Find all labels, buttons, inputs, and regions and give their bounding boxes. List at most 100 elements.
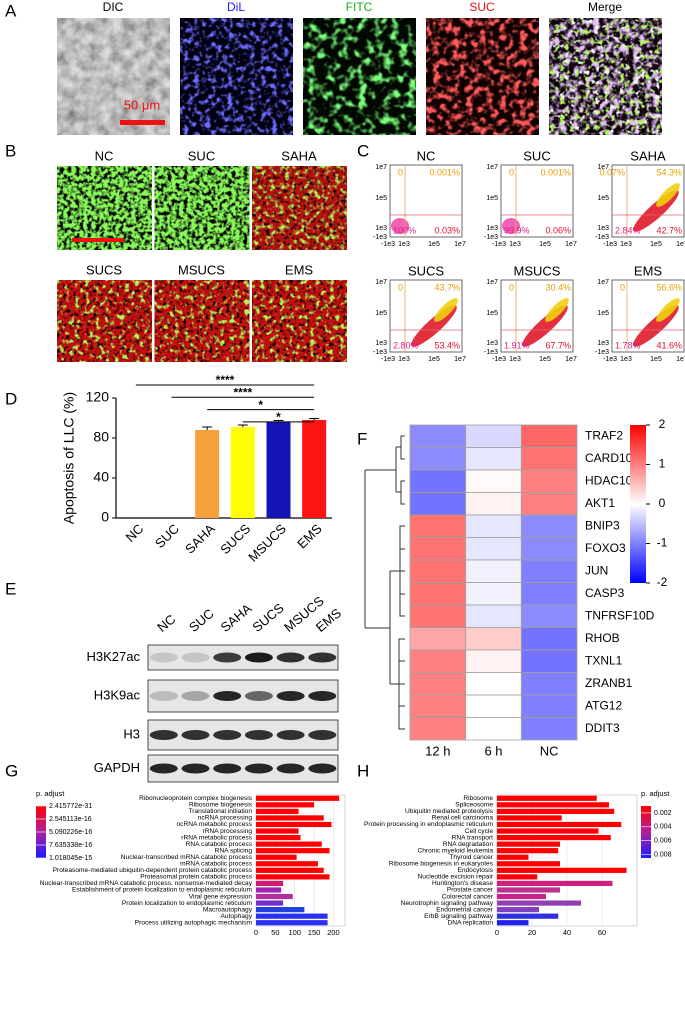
image-title: SUC (469, 0, 495, 14)
quadrant-label: 54.3% (656, 167, 682, 177)
heatmap-cell (465, 694, 522, 718)
y-tick-label: 1e7 (486, 279, 498, 286)
heatmap-cell (465, 469, 522, 493)
heatmap-cell (409, 424, 467, 448)
bar (256, 867, 324, 873)
x-tick-label: 60 (598, 928, 606, 937)
sample-label: SUC (186, 606, 217, 635)
y-tick-label: 0 (101, 509, 109, 525)
bar (497, 828, 599, 834)
heatmap-cell (409, 559, 467, 583)
y-tick-label: 40 (93, 469, 109, 485)
dendrogram (364, 435, 405, 730)
colorbar (641, 806, 651, 858)
quadrant-label: 1.78% (615, 340, 641, 350)
y-tick-label: Huntington's disease (432, 880, 493, 887)
quadrant-label: 42.7% (656, 225, 682, 235)
quadrant-label: 0.03% (434, 225, 460, 235)
y-tick-label: RNA splicing (215, 847, 253, 854)
legend-title: p. adjust (641, 789, 670, 798)
bar (256, 848, 330, 854)
y-tick-label: Viral gene expression (189, 893, 253, 900)
y-tick-label: 1e5 (486, 310, 498, 317)
x-tick-label: 200 (327, 928, 340, 937)
y-tick-label: -1e3 (595, 349, 609, 356)
x-tick-label: -1e3 (492, 241, 506, 248)
image-title: FITC (346, 0, 373, 14)
bar (256, 874, 330, 880)
bar (497, 815, 562, 821)
blot (147, 754, 339, 783)
y-tick-label: Protein localization to endoplasmic reti… (122, 900, 253, 907)
plot-title: NC (417, 148, 436, 163)
blot-band (276, 691, 305, 701)
colorbar-label: 0.002 (654, 810, 672, 817)
heatmap-cell (465, 559, 522, 583)
heatmap-cell (409, 469, 467, 493)
image-texture (57, 280, 152, 362)
bar (256, 808, 299, 814)
image-texture (426, 18, 539, 135)
y-tick-label: -1e3 (595, 234, 609, 241)
bar (256, 828, 299, 834)
blot-band (244, 730, 273, 740)
plot-title: EMS (634, 263, 663, 278)
y-tick-label: 1e7 (375, 164, 387, 171)
quadrant-label: 30.4% (545, 282, 571, 292)
y-tick-label: Nucleotide excision repair (418, 874, 494, 881)
quadrant-label: 99.9% (504, 225, 530, 235)
colorbar-label: 5.090226e-16 (49, 829, 92, 836)
colorbar-label: 0.008 (654, 851, 672, 858)
y-tick-label: mRNA catabolic process (180, 861, 253, 868)
quadrant-label: 2.80% (393, 340, 419, 350)
protein-label: H3K27ac (87, 649, 141, 664)
bar (266, 422, 291, 518)
y-tick-label: -1e3 (484, 349, 498, 356)
y-tick-label: Prostate cancer (447, 887, 494, 894)
bar (497, 880, 613, 887)
image-title: SAHA (281, 148, 317, 163)
image-title: EMS (285, 262, 314, 277)
protein-label: H3 (123, 726, 140, 741)
quadrant-label: 0.07% (599, 167, 625, 177)
row-label: AKT1 (585, 496, 615, 510)
bar (256, 821, 332, 828)
heatmap-cell (409, 604, 467, 628)
heatmap-cell (465, 649, 522, 673)
bar (195, 430, 220, 518)
y-tick-label: rRNA metabolic process (181, 834, 252, 841)
x-tick-label: 20 (528, 928, 536, 937)
y-tick-label: RNA transport (452, 834, 494, 841)
heatmap-cell (520, 469, 578, 493)
colorbar (630, 425, 646, 583)
panel-label: A (5, 1, 17, 20)
blot-band (181, 730, 210, 740)
y-tick-label: 1e3 (375, 225, 387, 232)
image-texture (154, 166, 250, 250)
significance-label: **** (233, 385, 252, 399)
y-tick-label: Colorectal cancer (442, 893, 494, 900)
scale-bar (120, 120, 165, 125)
panel-label: H (357, 761, 369, 780)
image-texture (57, 18, 170, 135)
x-tick-label: 1e7 (454, 241, 466, 248)
row-label: TNFRSF10D (585, 608, 655, 622)
blot-band (213, 763, 242, 774)
row-label: JUN (585, 563, 608, 577)
quadrant-label: 43.7% (434, 282, 460, 292)
y-tick-label: Ribosome (463, 795, 493, 802)
sample-label: NC (154, 611, 178, 635)
x-tick-label: SUC (152, 521, 182, 551)
heatmap-cell (520, 492, 578, 516)
y-tick-label: 120 (86, 389, 110, 405)
heatmap-cell (465, 582, 522, 606)
row-label: TRAF2 (585, 428, 623, 442)
y-tick-label: -1e3 (373, 349, 387, 356)
heatmap-cell (520, 514, 578, 538)
image-texture (57, 166, 152, 250)
bar (497, 848, 559, 854)
x-tick-label: -1e3 (492, 356, 506, 363)
x-tick-label: MSUCS (245, 521, 289, 565)
y-tick-label: -1e3 (373, 234, 387, 241)
